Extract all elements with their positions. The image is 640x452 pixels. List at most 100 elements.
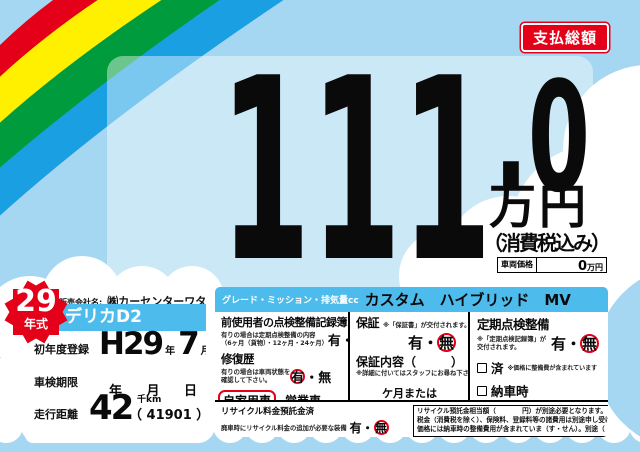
checkbox-icon: [477, 362, 487, 373]
mileage-unit: 千km: [137, 395, 162, 405]
vehicle-price-unit: 万円: [587, 263, 603, 272]
periodic-yes: 有: [550, 335, 566, 353]
periodic-no: 無: [582, 335, 598, 353]
rainbow-blue-arc: [0, 0, 284, 216]
vehicle-price-value-wrap: 0万円: [537, 258, 606, 274]
registration-month-unit: 月: [200, 346, 206, 357]
total-payment-badge: 支払総額: [521, 23, 610, 52]
recycle-yes: 有: [349, 421, 362, 435]
periodic-row: ※「定期点検記録簿」が 交付されます。 有・無: [477, 333, 604, 354]
grade-value: カスタム ハイブリッド MV: [364, 291, 571, 309]
warranty-availability: 有・無: [407, 333, 456, 352]
usage-private-selected: 自家用車: [218, 390, 277, 400]
rainbow-yellow-arc: [0, 0, 181, 139]
periodic-maintenance-column: 定期点検整備 ※「定期点検記録簿」が 交付されます。 有・無 済 ※価格に整備費…: [468, 312, 608, 400]
record-book-title: 前使用者の点検整備記録簿: [221, 316, 348, 329]
inspection-day-unit: 日: [183, 384, 197, 399]
details-columns: 前使用者の点検整備記録簿 有りの場合は定期点検整備の内容 （6ヶ月（貨物）・12…: [215, 312, 608, 400]
price-unit: 万円: [489, 180, 589, 235]
mileage-label: 走行距離: [34, 408, 78, 421]
seller-label: 販売会社名:: [59, 298, 103, 307]
record-book-notes: 有りの場合は定期点検整備の内容 （6ヶ月（貨物）・12ヶ月・24ヶ月）: [221, 332, 328, 347]
rainbow-red-arc: [0, 0, 115, 95]
record-book-separator: ・: [341, 334, 348, 349]
vehicle-price-label: 車両価格: [498, 258, 537, 272]
tax-included-note: （消費税込み）: [483, 231, 611, 255]
registration-era-unit: 年: [165, 346, 176, 357]
record-book-note-1: 有りの場合は定期点検整備の内容: [221, 331, 316, 339]
record-book-column: 前使用者の点検整備記録簿 有りの場合は定期点検整備の内容 （6ヶ月（貨物）・12…: [215, 312, 348, 400]
model-name-banner: デリカD2: [57, 304, 206, 331]
warranty-detail-note: ※詳細に付いてはスタッフにお尋ね下さい。: [356, 370, 468, 377]
repair-history-no: 無: [318, 371, 332, 386]
recycle-terms-line-2: 税金（消費税を除く）、保険料、登録料等の諸費用は別途申し受けます。: [417, 416, 608, 425]
usage-row-1: 自家用車 営業車: [218, 390, 344, 400]
rainbow-green-arc: [0, 0, 240, 180]
warranty-content-label: 保証内容（: [356, 355, 417, 369]
recycle-terms-box: リサイクル預託金相当額（ 円）が別途必要となります。 税金（消費税を除く）、保険…: [413, 405, 608, 437]
recycle-no-circled: 無: [373, 420, 389, 435]
vehicle-price-value: 0: [577, 259, 587, 274]
recycle-terms-line-1: リサイクル預託金相当額（ 円）が別途必要となります。: [417, 407, 608, 415]
warranty-no-circled: 無: [437, 333, 456, 352]
check-delivery-label: 納車時: [491, 384, 529, 399]
recycle-availability: 有・無: [350, 419, 389, 436]
warranty-yes: 有: [407, 334, 423, 352]
recycle-note: 廃車時にリサイクル料金の追加が必要な装備: [221, 425, 347, 432]
vehicle-price-box: 車両価格 0万円: [497, 257, 607, 273]
check-row-delivery: 納車時: [477, 381, 604, 400]
warranty-content-close: ）: [450, 355, 463, 369]
periodic-note-2: 交付されます。: [477, 343, 521, 351]
mileage-odometer: （ 41901 ）: [129, 408, 206, 423]
periodic-title: 定期点検整備: [477, 317, 550, 332]
periodic-notes: ※「定期点検記録簿」が 交付されます。: [477, 336, 546, 351]
check-row-done: 済 ※価格に整備費が含まれています: [477, 358, 604, 377]
model-year-badge: 29 年式: [4, 280, 68, 344]
registration-era: H29: [99, 326, 164, 362]
periodic-availability: 有・無: [550, 333, 599, 354]
first-registration-value: H29 年 7 月: [99, 329, 206, 360]
checkbox-icon: [477, 385, 487, 396]
registration-month: 7: [178, 326, 200, 362]
repair-history-yes-circled: 有: [290, 369, 306, 386]
repair-history-title: 修復歴: [221, 352, 255, 366]
repair-history-row: 有りの場合は車両状態を 確認して下さい。 有・無: [221, 367, 344, 386]
warranty-no: 無: [439, 334, 455, 352]
inspection-deadline-label: 車検期限: [34, 376, 78, 389]
recycle-strip: リサイクル料金預託金済 廃車時にリサイクル料金の追加が必要な装備 有・無 リサイ…: [215, 400, 608, 437]
record-book-row: 有りの場合は定期点検整備の内容 （6ヶ月（貨物）・12ヶ月・24ヶ月） 有・無: [221, 330, 348, 349]
inspection-month-unit: 月: [146, 384, 160, 399]
warranty-head: 保証 ※「保証書」が交付されます。: [356, 314, 468, 331]
record-book-availability: 有・無: [328, 330, 348, 349]
repair-history-yes: 有: [291, 371, 305, 386]
warranty-title: 保証: [356, 316, 380, 330]
recycle-left: リサイクル料金預託金済 廃車時にリサイクル料金の追加が必要な装備 有・無: [221, 405, 411, 436]
warranty-note: ※「保証書」が交付されます。: [383, 322, 468, 329]
recycle-terms-line-3: 価格には納車時の整備費用が含まれていま（す・せん）。別途（ 円）申し受けます。: [417, 425, 608, 434]
usage-business: 営業車: [285, 392, 321, 400]
price-amount: 111: [220, 25, 492, 318]
rainbow: [0, 0, 284, 216]
model-year-number: 29: [15, 284, 57, 319]
first-registration-label: 初年度登録: [34, 343, 89, 356]
periodic-no-circled: 無: [580, 334, 599, 353]
recycle-title: リサイクル料金預託金済: [221, 407, 315, 417]
recycle-row: 廃車時にリサイクル料金の追加が必要な装備 有・無: [221, 419, 411, 436]
repair-history-separator: ・: [305, 371, 319, 386]
warranty-availability-wrap: 有・無: [356, 332, 463, 353]
check-done-label: 済: [491, 361, 504, 376]
recycle-no: 無: [375, 421, 388, 435]
record-book-yes: 有: [327, 334, 341, 349]
recycle-separator: ・: [361, 421, 374, 435]
warranty-separator: ・: [422, 334, 438, 352]
repair-history-note-1: 有りの場合は車両状態を: [221, 368, 291, 376]
inspection-date-placeholders: 年 月 日: [109, 380, 197, 399]
record-book-note-2: （6ヶ月（貨物）・12ヶ月・24ヶ月）: [221, 339, 328, 347]
repair-history-notes: 有りの場合は車両状態を 確認して下さい。: [221, 369, 290, 384]
repair-history-note-2: 確認して下さい。: [221, 376, 272, 384]
model-year-text: 29 年式: [4, 284, 68, 331]
grade-label: グレード・ミッション・排気量cc: [222, 296, 359, 306]
warranty-column: 保証 ※「保証書」が交付されます。 有・無 保証内容（ ） ※詳細に付いてはスタ…: [348, 312, 468, 400]
periodic-separator: ・: [565, 335, 581, 353]
